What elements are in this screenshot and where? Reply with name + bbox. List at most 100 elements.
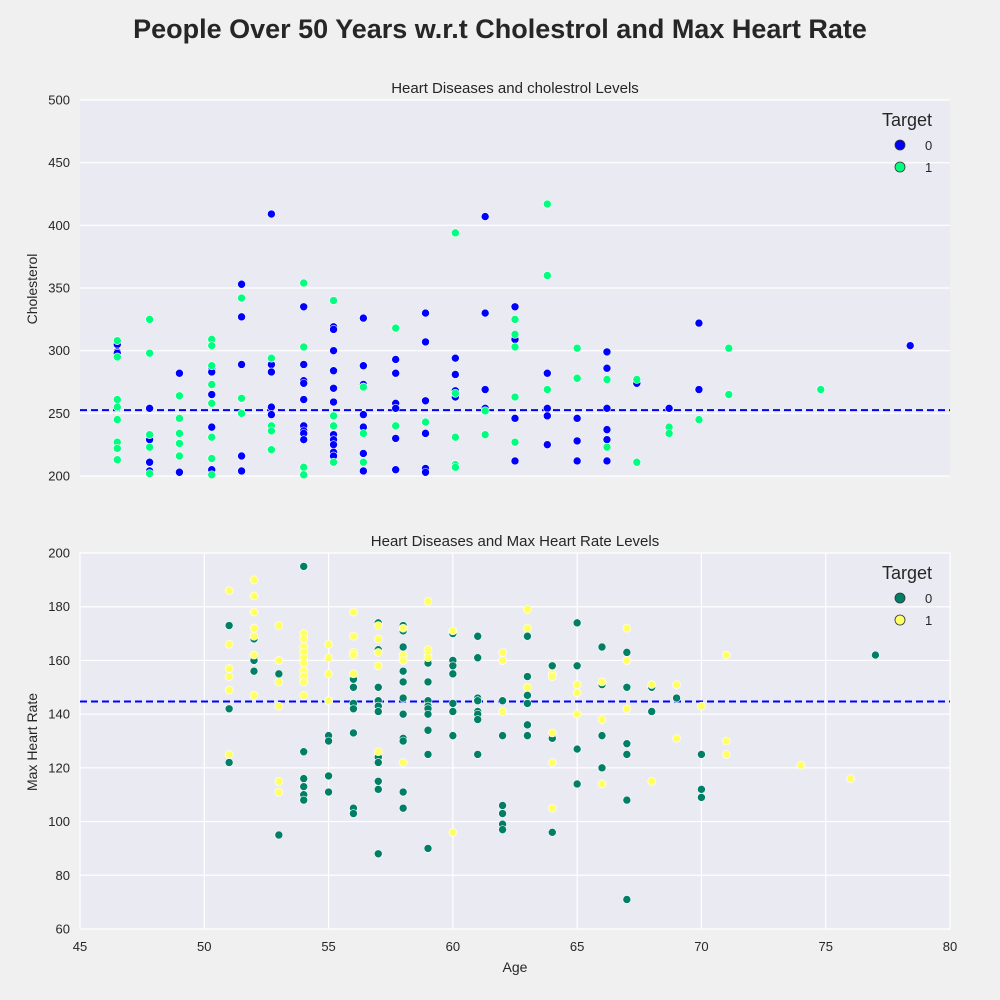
cholesterol-point-target-0 [391, 404, 400, 413]
heart-rate-point-target-0 [572, 779, 582, 789]
cholesterol-point-target-0 [391, 355, 400, 364]
cholesterol-point-target-1 [145, 469, 154, 478]
cholesterol-point-target-1 [175, 414, 184, 423]
heart-rate-point-target-0 [448, 731, 458, 740]
heart-rate-plot-background [80, 553, 950, 929]
heart-rate-y-tick-label: 160 [48, 653, 70, 668]
cholesterol-point-target-1 [510, 392, 520, 402]
heart-rate-point-target-0 [373, 682, 383, 692]
heart-rate-point-target-1 [224, 685, 234, 695]
heart-rate-point-target-1 [647, 680, 657, 689]
heart-rate-point-target-1 [572, 709, 582, 719]
cholesterol-point-target-1 [175, 451, 184, 461]
heart-rate-point-target-1 [373, 661, 383, 671]
cholesterol-point-target-0 [664, 404, 674, 413]
heart-rate-point-target-0 [373, 707, 383, 716]
cholesterol-y-tick-label: 500 [48, 93, 70, 108]
heart-rate-point-target-1 [349, 669, 358, 679]
cholesterol-point-target-0 [267, 367, 276, 377]
cholesterol-point-target-1 [267, 353, 276, 363]
heart-rate-point-target-0 [398, 693, 408, 703]
cholesterol-legend-marker-0 [894, 139, 906, 151]
cholesterol-point-target-0 [359, 361, 368, 371]
heart-rate-point-target-1 [498, 707, 507, 716]
cholesterol-point-target-1 [602, 442, 612, 452]
heart-rate-point-target-0 [523, 720, 532, 730]
cholesterol-point-target-0 [359, 313, 368, 323]
cholesterol-point-target-0 [694, 385, 704, 394]
heart-rate-point-target-1 [523, 605, 532, 614]
cholesterol-point-target-1 [816, 385, 826, 394]
cholesterol-point-target-0 [602, 363, 612, 373]
cholesterol-point-target-1 [451, 432, 460, 442]
cholesterol-point-target-1 [112, 352, 122, 362]
heart-rate-point-target-1 [349, 607, 358, 617]
heart-rate-chart-title: Heart Diseases and Max Heart Rate Levels [371, 533, 659, 550]
heart-rate-point-target-0 [398, 709, 408, 719]
cholesterol-point-target-1 [510, 342, 520, 352]
heart-rate-x-tick-label: 45 [73, 939, 87, 954]
cholesterol-point-target-1 [572, 373, 582, 383]
cholesterol-legend-label-0: 0 [925, 138, 932, 153]
heart-rate-point-target-1 [721, 650, 731, 660]
cholesterol-point-target-0 [480, 308, 490, 318]
cholesterol-point-target-1 [510, 315, 520, 324]
cholesterol-point-target-1 [421, 417, 430, 427]
cholesterol-point-target-1 [664, 429, 674, 438]
cholesterol-point-target-1 [267, 445, 276, 454]
heart-rate-point-target-1 [224, 672, 234, 681]
heart-rate-point-target-0 [547, 661, 557, 671]
cholesterol-point-target-1 [145, 430, 154, 439]
heart-rate-point-target-0 [523, 731, 532, 740]
heart-rate-point-target-1 [547, 672, 557, 681]
cholesterol-point-target-1 [175, 429, 184, 438]
cholesterol-point-target-1 [451, 388, 460, 398]
heart-rate-point-target-0 [523, 699, 532, 708]
heart-rate-point-target-0 [473, 750, 483, 759]
heart-rate-y-tick-label: 80 [56, 868, 70, 883]
cholesterol-point-target-1 [207, 399, 217, 408]
heart-rate-x-tick-label: 70 [694, 939, 708, 954]
cholesterol-point-target-1 [145, 442, 154, 452]
cholesterol-point-target-0 [175, 368, 184, 378]
cholesterol-y-tick-label: 400 [48, 218, 70, 233]
cholesterol-point-target-0 [299, 435, 309, 444]
heart-rate-legend-label-0: 0 [925, 591, 932, 606]
heart-rate-point-target-1 [373, 747, 383, 757]
heart-rate-point-target-0 [498, 825, 507, 834]
heart-rate-point-target-0 [398, 803, 408, 813]
heart-rate-point-target-0 [498, 809, 507, 818]
cholesterol-point-target-0 [237, 312, 246, 322]
cholesterol-point-target-1 [145, 315, 154, 324]
heart-rate-point-target-1 [324, 669, 333, 679]
cholesterol-point-target-1 [543, 271, 552, 280]
heart-rate-x-tick-label: 75 [818, 939, 832, 954]
heart-rate-point-target-1 [224, 586, 234, 595]
heart-rate-point-target-0 [448, 669, 458, 679]
heart-rate-point-target-0 [224, 704, 234, 714]
heart-rate-point-target-0 [622, 682, 632, 692]
heart-rate-point-target-1 [249, 691, 259, 700]
cholesterol-point-target-0 [267, 209, 276, 219]
cholesterol-legend-label-1: 1 [925, 160, 932, 175]
heart-rate-point-target-0 [299, 562, 309, 571]
heart-rate-point-target-1 [249, 631, 259, 641]
cholesterol-point-target-1 [329, 457, 338, 467]
heart-rate-x-tick-label: 65 [570, 939, 584, 954]
cholesterol-point-target-0 [145, 457, 154, 467]
cholesterol-point-target-0 [329, 346, 338, 355]
cholesterol-legend-title: Target [882, 110, 932, 130]
cholesterol-point-target-0 [359, 449, 368, 458]
heart-rate-point-target-0 [224, 621, 234, 630]
heart-rate-point-target-0 [224, 758, 234, 767]
cholesterol-point-target-1 [359, 382, 368, 392]
heart-rate-point-target-1 [274, 787, 284, 797]
heart-rate-point-target-0 [697, 793, 706, 802]
cholesterol-point-target-1 [510, 330, 520, 339]
heart-rate-point-target-0 [597, 642, 607, 652]
cholesterol-point-target-0 [329, 383, 338, 393]
cholesterol-point-target-1 [112, 336, 122, 345]
cholesterol-point-target-0 [207, 390, 217, 399]
